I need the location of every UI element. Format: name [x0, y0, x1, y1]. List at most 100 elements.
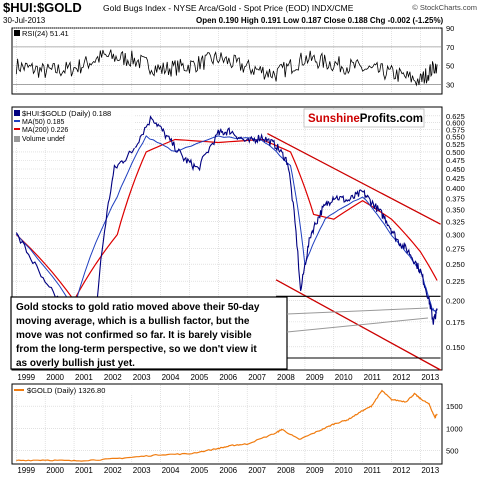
gold-panel: 500 1000 1500 $GOLD (Daily) 1326.80 — [11, 383, 463, 465]
rsi-title: RSI(24) 51.41 — [22, 29, 69, 38]
gold-legend-swatch — [14, 389, 24, 391]
main-x-tick-label-2005: 2005 — [190, 373, 208, 382]
brand-part1: Sunshine — [308, 113, 360, 125]
gold-x-tick-label-2011: 2011 — [364, 466, 382, 475]
annotation: Gold stocks to gold ratio moved above th… — [10, 296, 429, 370]
gold-x-tick-label-2001: 2001 — [75, 466, 93, 475]
annotation-line-4: from the long-term perspective, so we do… — [16, 344, 257, 355]
header-date: 30-Jul-2013 — [3, 16, 46, 25]
main-x-tick-label-2011: 2011 — [364, 373, 382, 382]
main-y-tick-label-0.475: 0.475 — [446, 156, 465, 165]
main-x-tick-label-2003: 2003 — [133, 373, 151, 382]
rsi-title-box — [13, 29, 71, 38]
brand-text: SunshineProfits.com — [308, 113, 423, 125]
main-y-tick-label-0.425: 0.425 — [446, 174, 465, 183]
main-x-tick-label-2008: 2008 — [277, 373, 295, 382]
legend-ma200: MA(200) 0.226 — [22, 127, 68, 134]
main-x-tick-label-2004: 2004 — [162, 373, 180, 382]
rsi-frame — [11, 27, 443, 95]
rsi-series-line — [15, 49, 438, 87]
gold-x-tick-label-2000: 2000 — [46, 466, 64, 475]
brand-part3: .com — [396, 113, 423, 125]
main-y-tick-label-0.3: 0.300 — [446, 231, 465, 240]
x-axis-labels-main: 1999 2000 2001 2002 2003 2004 2005 2006 2007 2008… — [17, 373, 439, 382]
main-x-tick-label-2006: 2006 — [219, 373, 237, 382]
header-description: Gold Bugs Index - NYSE Arca/Gold - Spot … — [103, 3, 354, 13]
annotation-pointer-upper — [286, 307, 429, 315]
annotation-box — [10, 296, 288, 370]
ma200-line — [15, 138, 438, 302]
gold-x-tick-label-2003: 2003 — [133, 466, 151, 475]
rsi-y-tick-label-30: 30 — [446, 81, 454, 90]
main-x-tick-label-2002: 2002 — [104, 373, 122, 382]
main-x-tick-label-2013: 2013 — [421, 373, 439, 382]
legend-ma50-name: MA(50) — [22, 119, 45, 126]
main-y-tick-label-0.575: 0.575 — [446, 125, 465, 134]
ma50-line — [15, 135, 438, 314]
annotation-line-5: as overly bullish just yet. — [16, 358, 135, 369]
main-y-tick-label-0.225: 0.225 — [446, 277, 465, 286]
gold-x-tick-label-2010: 2010 — [335, 466, 353, 475]
gold-x-tick-label-2009: 2009 — [306, 466, 324, 475]
gold-y-tick-label-1000: 1000 — [446, 424, 463, 433]
main-panel: 0.150 0.175 0.200 0.225 0.250 0.275 0.300 0.325… — [10, 106, 465, 371]
legend-swatch-volume — [14, 136, 20, 142]
chart-header: $HUI:$GOLD Gold Bugs Index - NYSE Arca/G… — [3, 0, 477, 25]
main-y-ticks: 0.150 0.175 0.200 0.225 0.250 0.275 0.300 0.325… — [446, 112, 465, 352]
gold-series-line — [16, 389, 438, 462]
gold-y-tick-label-500: 500 — [446, 447, 459, 456]
rsi-y-ticks: 30 50 70 90 — [446, 24, 454, 90]
header-quote: Open 0.190 High 0.191 Low 0.187 Close 0.… — [196, 16, 444, 25]
trendline-0 — [267, 133, 441, 225]
gold-y-ticks: 500 1000 1500 — [446, 402, 463, 455]
main-y-tick-label-0.5: 0.500 — [446, 148, 465, 157]
main-y-tick-label-0.275: 0.275 — [446, 245, 465, 254]
main-x-tick-label-2007: 2007 — [248, 373, 266, 382]
rsi-panel: 30 50 70 90 RSI(24) 51.41 — [11, 24, 454, 95]
main-y-tick-label-0.375: 0.375 — [446, 195, 465, 204]
main-y-tick-label-0.4: 0.400 — [446, 184, 465, 193]
gold-y-tick-label-1500: 1500 — [446, 402, 463, 411]
gold-title: $GOLD (Daily) 1326.80 — [27, 386, 105, 395]
main-title: $HUI:$GOLD (Daily) 0.188 — [22, 109, 111, 118]
main-y-tick-label-0.55: 0.550 — [446, 133, 465, 142]
main-x-tick-label-1999: 1999 — [17, 373, 35, 382]
header-watermark: © StockCharts.com — [412, 3, 477, 12]
main-legend: $HUI:$GOLD (Daily) 0.188 MA(50) 0.185 MA… — [13, 108, 135, 148]
brand-part2: Profits — [360, 113, 396, 125]
legend-swatch-ma50 — [14, 120, 20, 122]
gold-x-tick-label-2006: 2006 — [219, 466, 237, 475]
gold-x-tick-label-2004: 2004 — [162, 466, 180, 475]
main-y-tick-label-0.6: 0.600 — [446, 118, 465, 127]
main-y-tick-label-0.45: 0.450 — [446, 165, 465, 174]
main-y-tick-label-0.35: 0.350 — [446, 206, 465, 215]
gold-x-tick-label-2008: 2008 — [277, 466, 295, 475]
main-x-tick-label-2000: 2000 — [46, 373, 64, 382]
gold-x-tick-label-2013: 2013 — [421, 466, 439, 475]
gold-x-tick-label-2002: 2002 — [104, 466, 122, 475]
annotation-pointer-lower — [286, 317, 429, 333]
legend-ma50-last: 0.185 — [47, 119, 65, 126]
rsi-y-tick-label-70: 70 — [446, 43, 454, 52]
main-x-tick-label-2010: 2010 — [335, 373, 353, 382]
main-y-tick-label-0.15: 0.150 — [446, 343, 465, 352]
legend-volume: Volume undef — [22, 136, 65, 143]
main-y-tick-label-0.625: 0.625 — [446, 112, 465, 121]
legend-ma200-last: 0.226 — [51, 127, 69, 134]
header-symbol: $HUI:$GOLD — [3, 0, 82, 15]
annotation-line-3: move was not confirmed so far. It is bar… — [16, 330, 252, 341]
rsi-legend-swatch — [14, 30, 20, 36]
main-y-tick-label-0.2: 0.200 — [446, 296, 465, 305]
gold-x-tick-label-1999: 1999 — [17, 466, 35, 475]
legend-ma200-name: MA(200) — [22, 127, 49, 134]
main-y-tick-label-0.175: 0.175 — [446, 318, 465, 327]
gold-x-tick-label-2012: 2012 — [392, 466, 410, 475]
annotation-line-2: moving average, which is a bullish facto… — [16, 316, 250, 327]
main-y-tick-label-0.325: 0.325 — [446, 218, 465, 227]
gold-title-box — [13, 385, 143, 395]
main-y-tick-label-0.25: 0.250 — [446, 260, 465, 269]
main-y-tick-label-0.525: 0.525 — [446, 140, 465, 149]
main-legend-box — [13, 108, 135, 148]
brand-logo: SunshineProfits.com — [303, 108, 425, 128]
